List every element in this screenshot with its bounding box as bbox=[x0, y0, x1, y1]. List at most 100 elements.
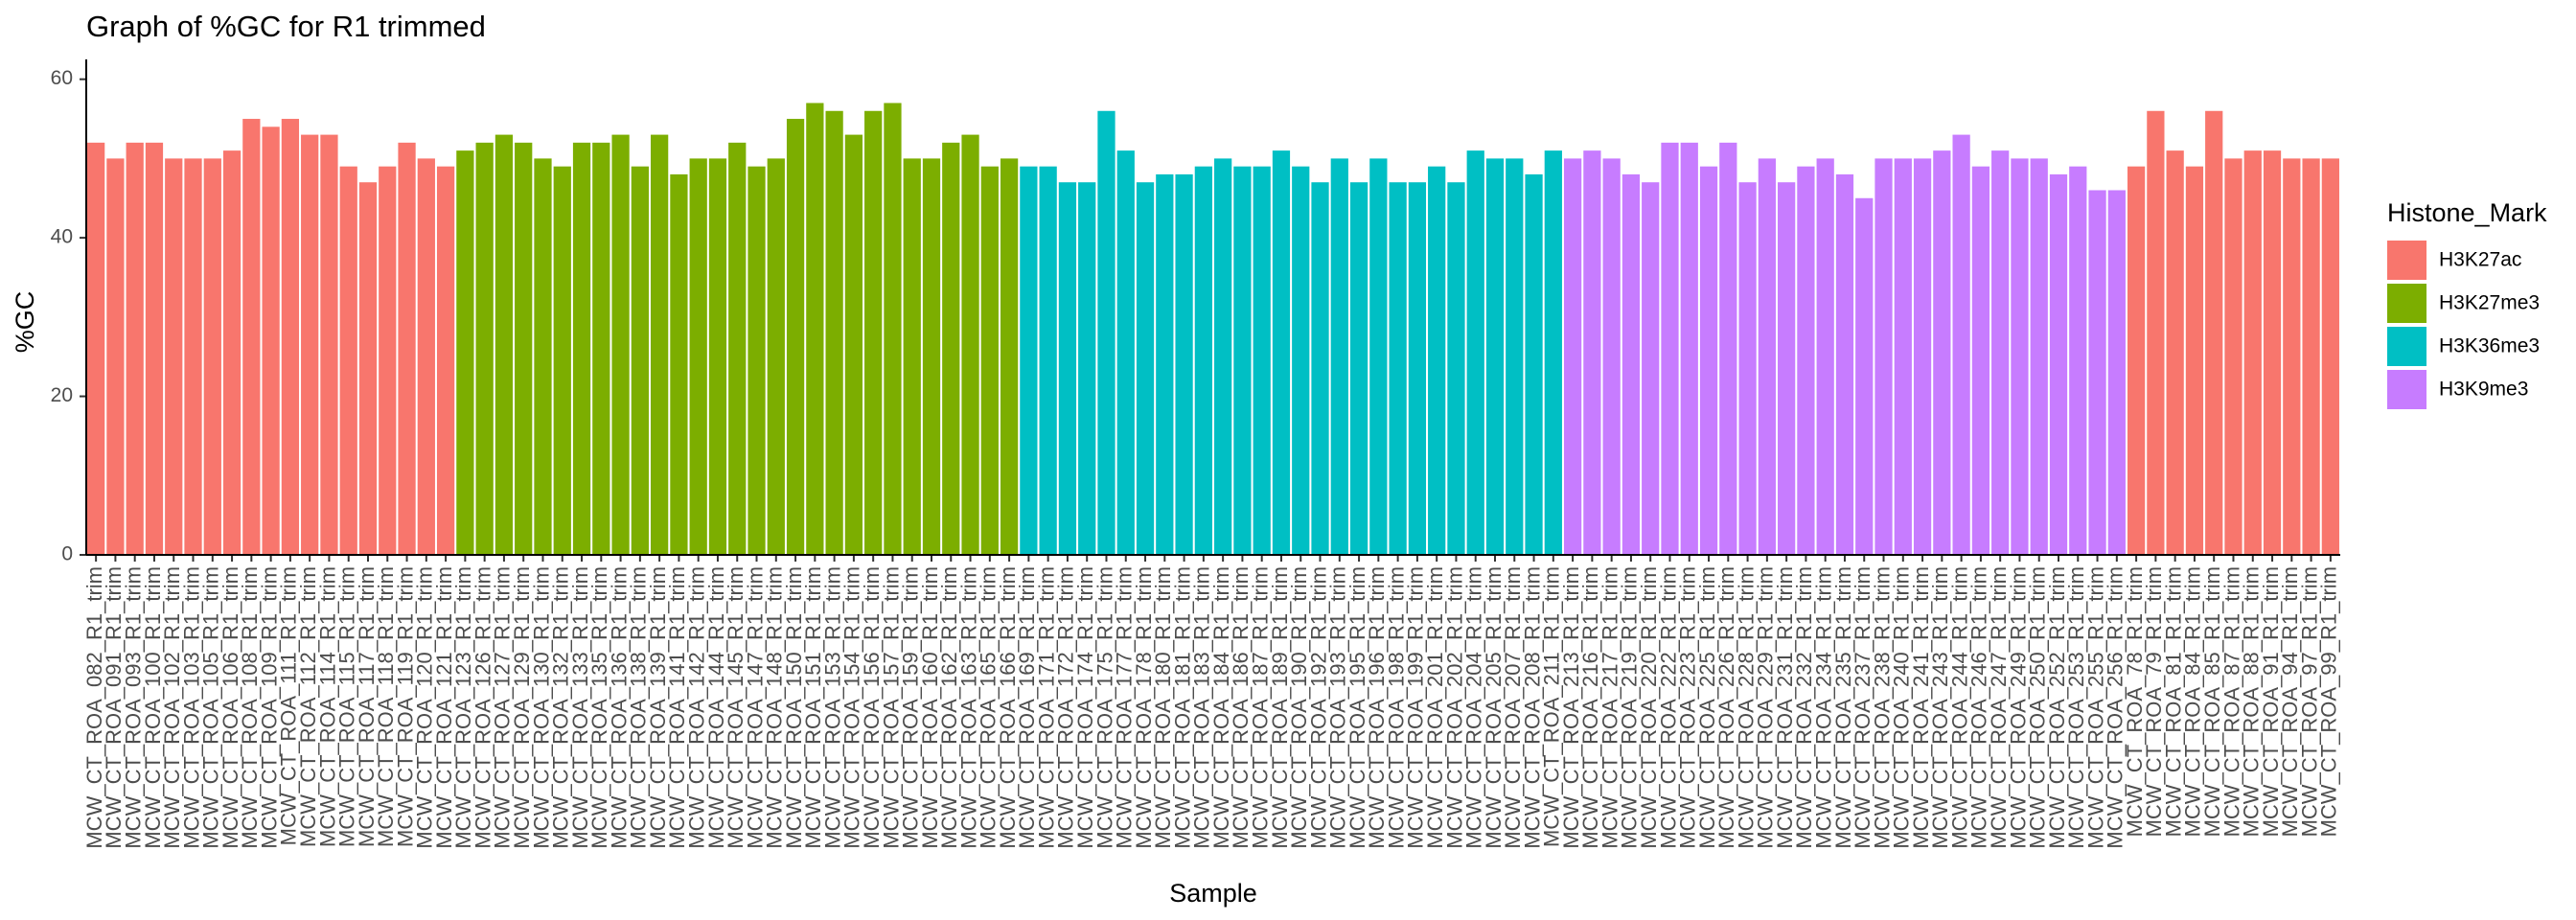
bar bbox=[339, 166, 357, 555]
x-tick-label: MCW_CT_ROA_186_R1_trim bbox=[1229, 566, 1253, 849]
x-tick-label: MCW_CT_ROA_250_R1_trim bbox=[2026, 566, 2050, 849]
x-tick-label: MCW_CT_ROA_228_R1_trim bbox=[1734, 566, 1758, 849]
bar bbox=[106, 158, 125, 555]
x-tick-label: MCW_CT_ROA_231_R1_trim bbox=[1773, 566, 1797, 849]
x-tick-label: MCW_CT_ROA_180_R1_trim bbox=[1151, 566, 1175, 849]
x-tick-label: MCW_CT_ROA_189_R1_trim bbox=[1268, 566, 1292, 849]
bar bbox=[1738, 182, 1757, 555]
x-tick-label: MCW_CT_ROA_166_R1_trim bbox=[996, 566, 1020, 849]
bar bbox=[1466, 150, 1484, 556]
x-tick-label: MCW_CT_ROA_94_R1_trim bbox=[2278, 566, 2302, 837]
bar bbox=[844, 134, 863, 556]
bar bbox=[1952, 134, 1970, 556]
x-tick-label: MCW_CT_ROA_225_R1_trim bbox=[1695, 566, 1719, 849]
x-tick-label: MCW_CT_ROA_102_R1_trim bbox=[160, 566, 184, 849]
bar bbox=[320, 134, 338, 556]
bar bbox=[1272, 150, 1291, 556]
legend-key bbox=[2387, 327, 2426, 366]
bar bbox=[515, 142, 533, 555]
x-tick-label: MCW_CT_ROA_247_R1_trim bbox=[1987, 566, 2011, 849]
x-tick-label: MCW_CT_ROA_85_R1_trim bbox=[2200, 566, 2224, 837]
y-tick-label: 0 bbox=[61, 543, 73, 565]
bar bbox=[358, 182, 378, 555]
bar bbox=[1874, 158, 1893, 555]
bar bbox=[2243, 150, 2262, 556]
bar bbox=[1389, 182, 1407, 555]
x-tick-label: MCW_CT_ROA_252_R1_trim bbox=[2045, 566, 2069, 849]
bar bbox=[1622, 173, 1641, 555]
bar bbox=[203, 158, 221, 555]
x-tick-label: MCW_CT_ROA_126_R1_trim bbox=[471, 566, 494, 849]
bar bbox=[1233, 166, 1252, 555]
y-axis-title: %GC bbox=[11, 291, 39, 354]
x-tick-label: MCW_CT_ROA_100_R1_trim bbox=[141, 566, 165, 849]
bar bbox=[611, 134, 630, 556]
bar bbox=[1078, 182, 1096, 555]
bar bbox=[1214, 158, 1232, 555]
x-tick-label: MCW_CT_ROA_196_R1_trim bbox=[1365, 566, 1389, 849]
bar bbox=[2127, 166, 2146, 555]
x-tick-label: MCW_CT_ROA_190_R1_trim bbox=[1287, 566, 1311, 849]
legend-key bbox=[2387, 241, 2426, 280]
bar bbox=[2185, 166, 2204, 555]
x-tick-label: MCW_CT_ROA_106_R1_trim bbox=[218, 566, 242, 849]
bar bbox=[1020, 166, 1038, 555]
bar bbox=[1816, 158, 1834, 555]
x-tick-label: MCW_CT_ROA_192_R1_trim bbox=[1306, 566, 1330, 849]
bar bbox=[767, 158, 785, 555]
bar bbox=[1602, 158, 1621, 555]
x-tick-label: MCW_CT_ROA_202_R1_trim bbox=[1442, 566, 1466, 849]
x-tick-label: MCW_CT_ROA_138_R1_trim bbox=[627, 566, 651, 849]
bar bbox=[1680, 142, 1698, 555]
bar bbox=[2283, 158, 2301, 555]
bar bbox=[398, 142, 416, 555]
bar bbox=[1369, 158, 1388, 555]
x-tick-label: MCW_CT_ROA_217_R1_trim bbox=[1598, 566, 1622, 849]
x-tick-label: MCW_CT_ROA_150_R1_trim bbox=[782, 566, 806, 849]
bar bbox=[786, 119, 805, 555]
legend-label: H3K9me3 bbox=[2439, 379, 2528, 401]
x-tick-label: MCW_CT_ROA_99_R1_trim bbox=[2317, 566, 2341, 837]
x-tick-label: MCW_CT_ROA_235_R1_trim bbox=[1831, 566, 1855, 849]
bar bbox=[1913, 158, 1932, 555]
x-tick-label: MCW_CT_ROA_84_R1_trim bbox=[2181, 566, 2205, 837]
bar bbox=[1349, 182, 1368, 555]
x-tick-label: MCW_CT_ROA_153_R1_trim bbox=[820, 566, 844, 849]
bar bbox=[1971, 166, 1990, 555]
x-tick-label: MCW_CT_ROA_238_R1_trim bbox=[1870, 566, 1894, 849]
bar bbox=[708, 158, 727, 555]
y-tick-label: 40 bbox=[51, 226, 73, 248]
x-tick-label: MCW_CT_ROA_255_R1_trim bbox=[2083, 566, 2107, 849]
x-tick-label: MCW_CT_ROA_207_R1_trim bbox=[1501, 566, 1525, 849]
bar bbox=[301, 134, 319, 556]
bar bbox=[475, 142, 494, 555]
bar bbox=[1583, 150, 1601, 556]
x-tick-label: MCW_CT_ROA_109_R1_trim bbox=[257, 566, 281, 849]
bar bbox=[1156, 173, 1174, 555]
bar bbox=[1778, 182, 1796, 555]
x-tick-label: MCW_CT_ROA_237_R1_trim bbox=[1851, 566, 1874, 849]
x-tick-label: MCW_CT_ROA_144_R1_trim bbox=[704, 566, 728, 849]
bar bbox=[1485, 158, 1505, 555]
bar bbox=[1933, 150, 1951, 556]
bar bbox=[1058, 182, 1077, 555]
bar bbox=[572, 142, 591, 555]
x-tick-label: MCW_CT_ROA_130_R1_trim bbox=[529, 566, 553, 849]
bar bbox=[2302, 158, 2320, 555]
bar bbox=[1136, 182, 1155, 555]
x-tick-label: MCW_CT_ROA_135_R1_trim bbox=[587, 566, 611, 849]
bar bbox=[1855, 197, 1874, 555]
legend-label: H3K27ac bbox=[2439, 249, 2521, 271]
legend-key bbox=[2387, 284, 2426, 323]
bar bbox=[2049, 173, 2068, 555]
bar bbox=[1544, 150, 1562, 556]
bar bbox=[728, 142, 747, 555]
x-tick-label: MCW_CT_ROA_201_R1_trim bbox=[1423, 566, 1447, 849]
x-tick-label: MCW_CT_ROA_97_R1_trim bbox=[2297, 566, 2321, 837]
x-tick-label: MCW_CT_ROA_240_R1_trim bbox=[1890, 566, 1914, 849]
x-tick-label: MCW_CT_ROA_213_R1_trim bbox=[1559, 566, 1583, 849]
bar bbox=[417, 158, 435, 555]
x-tick-label: MCW_CT_ROA_87_R1_trim bbox=[2220, 566, 2243, 837]
bar bbox=[379, 166, 397, 555]
bar bbox=[1116, 150, 1135, 556]
